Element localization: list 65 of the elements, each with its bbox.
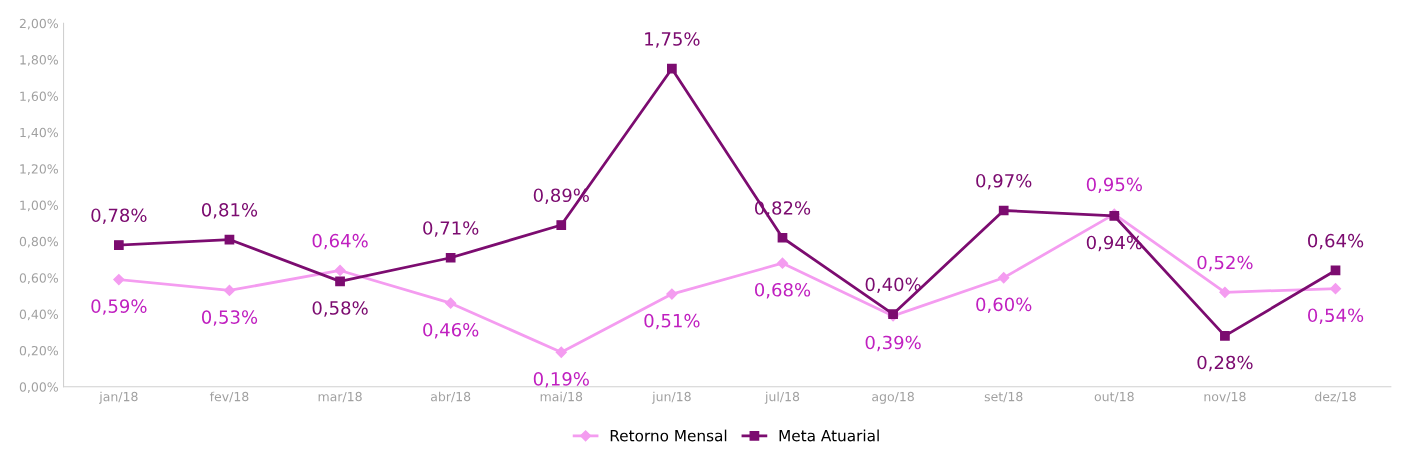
data-label: 1,75% (645, 32, 700, 48)
point (1220, 331, 1230, 341)
data-label: 0,64% (312, 233, 368, 250)
y-tick-label: 0,00% (19, 382, 58, 393)
x-tick-label: jun/18 (651, 391, 691, 404)
x-tick-label: mai/18 (540, 391, 583, 403)
y-tick-label: 1,80% (20, 55, 58, 66)
y-tick-label: 1,60% (20, 91, 58, 103)
point (335, 276, 345, 287)
data-label: 0,60% (976, 297, 1032, 313)
data-label: 0,39% (865, 335, 921, 352)
x-tick-label: out/18 (1094, 391, 1134, 403)
point (223, 284, 236, 297)
point (113, 240, 124, 250)
point (998, 205, 1009, 216)
y-tick-label: 0,80% (19, 236, 58, 248)
data-label: 0,97% (976, 173, 1032, 190)
point (445, 297, 457, 309)
x-tick-label: set/18 (984, 391, 1023, 403)
point (1219, 286, 1231, 298)
x-tick-label: ago/18 (872, 391, 914, 404)
data-label: 0,28% (1197, 355, 1253, 372)
y-tick-label: 1,20% (20, 164, 58, 175)
x-tick-label: fev/18 (209, 391, 249, 403)
y-tick-label: 1,40% (20, 127, 58, 139)
y-tick-label: 1,00% (20, 200, 58, 212)
point (113, 273, 125, 286)
data-label: 0,53% (201, 310, 258, 326)
data-label: 0,58% (312, 301, 368, 317)
y-tick-label: 0,60% (19, 273, 58, 284)
x-tick-label: nov/18 (1204, 391, 1246, 403)
point (667, 63, 677, 74)
point (666, 288, 678, 300)
data-label: 0,95% (1086, 177, 1142, 194)
y-tick-label: 2,00% (19, 18, 58, 30)
data-label: 0,52% (1197, 255, 1253, 272)
x-tick-label: jul/18 (764, 391, 800, 404)
point (334, 264, 346, 277)
x-tick-label: jan/18 (99, 391, 138, 404)
point (776, 257, 789, 269)
x-tick-label: mar/18 (318, 391, 362, 403)
data-label: 0,46% (423, 322, 479, 339)
point (1329, 283, 1342, 295)
data-label: 0,64% (1308, 233, 1364, 250)
x-tick-label: dez/18 (1315, 391, 1356, 403)
x-tick-label: abr/18 (430, 391, 471, 403)
data-label: 0,51% (644, 313, 700, 330)
data-label: 0,94% (1086, 235, 1142, 252)
point (555, 346, 567, 358)
data-label: 0,68% (755, 282, 811, 299)
point (777, 232, 788, 243)
point (998, 272, 1010, 284)
legend-label: Meta Atuarial (779, 429, 879, 442)
data-label: 0,81% (201, 202, 258, 219)
point (556, 220, 567, 230)
data-label: 0,71% (423, 221, 479, 237)
data-label: 0,59% (91, 299, 147, 315)
data-label: 0,40% (865, 277, 921, 293)
point (445, 252, 456, 263)
legend-label: Retorno Mensal (610, 429, 727, 442)
data-label: 0,19% (533, 372, 589, 388)
y-tick-label: 0,40% (19, 309, 58, 321)
data-label: 0,54% (1308, 308, 1364, 324)
y-tick-label: 0,20% (19, 345, 58, 357)
data-label: 0,78% (91, 208, 147, 224)
